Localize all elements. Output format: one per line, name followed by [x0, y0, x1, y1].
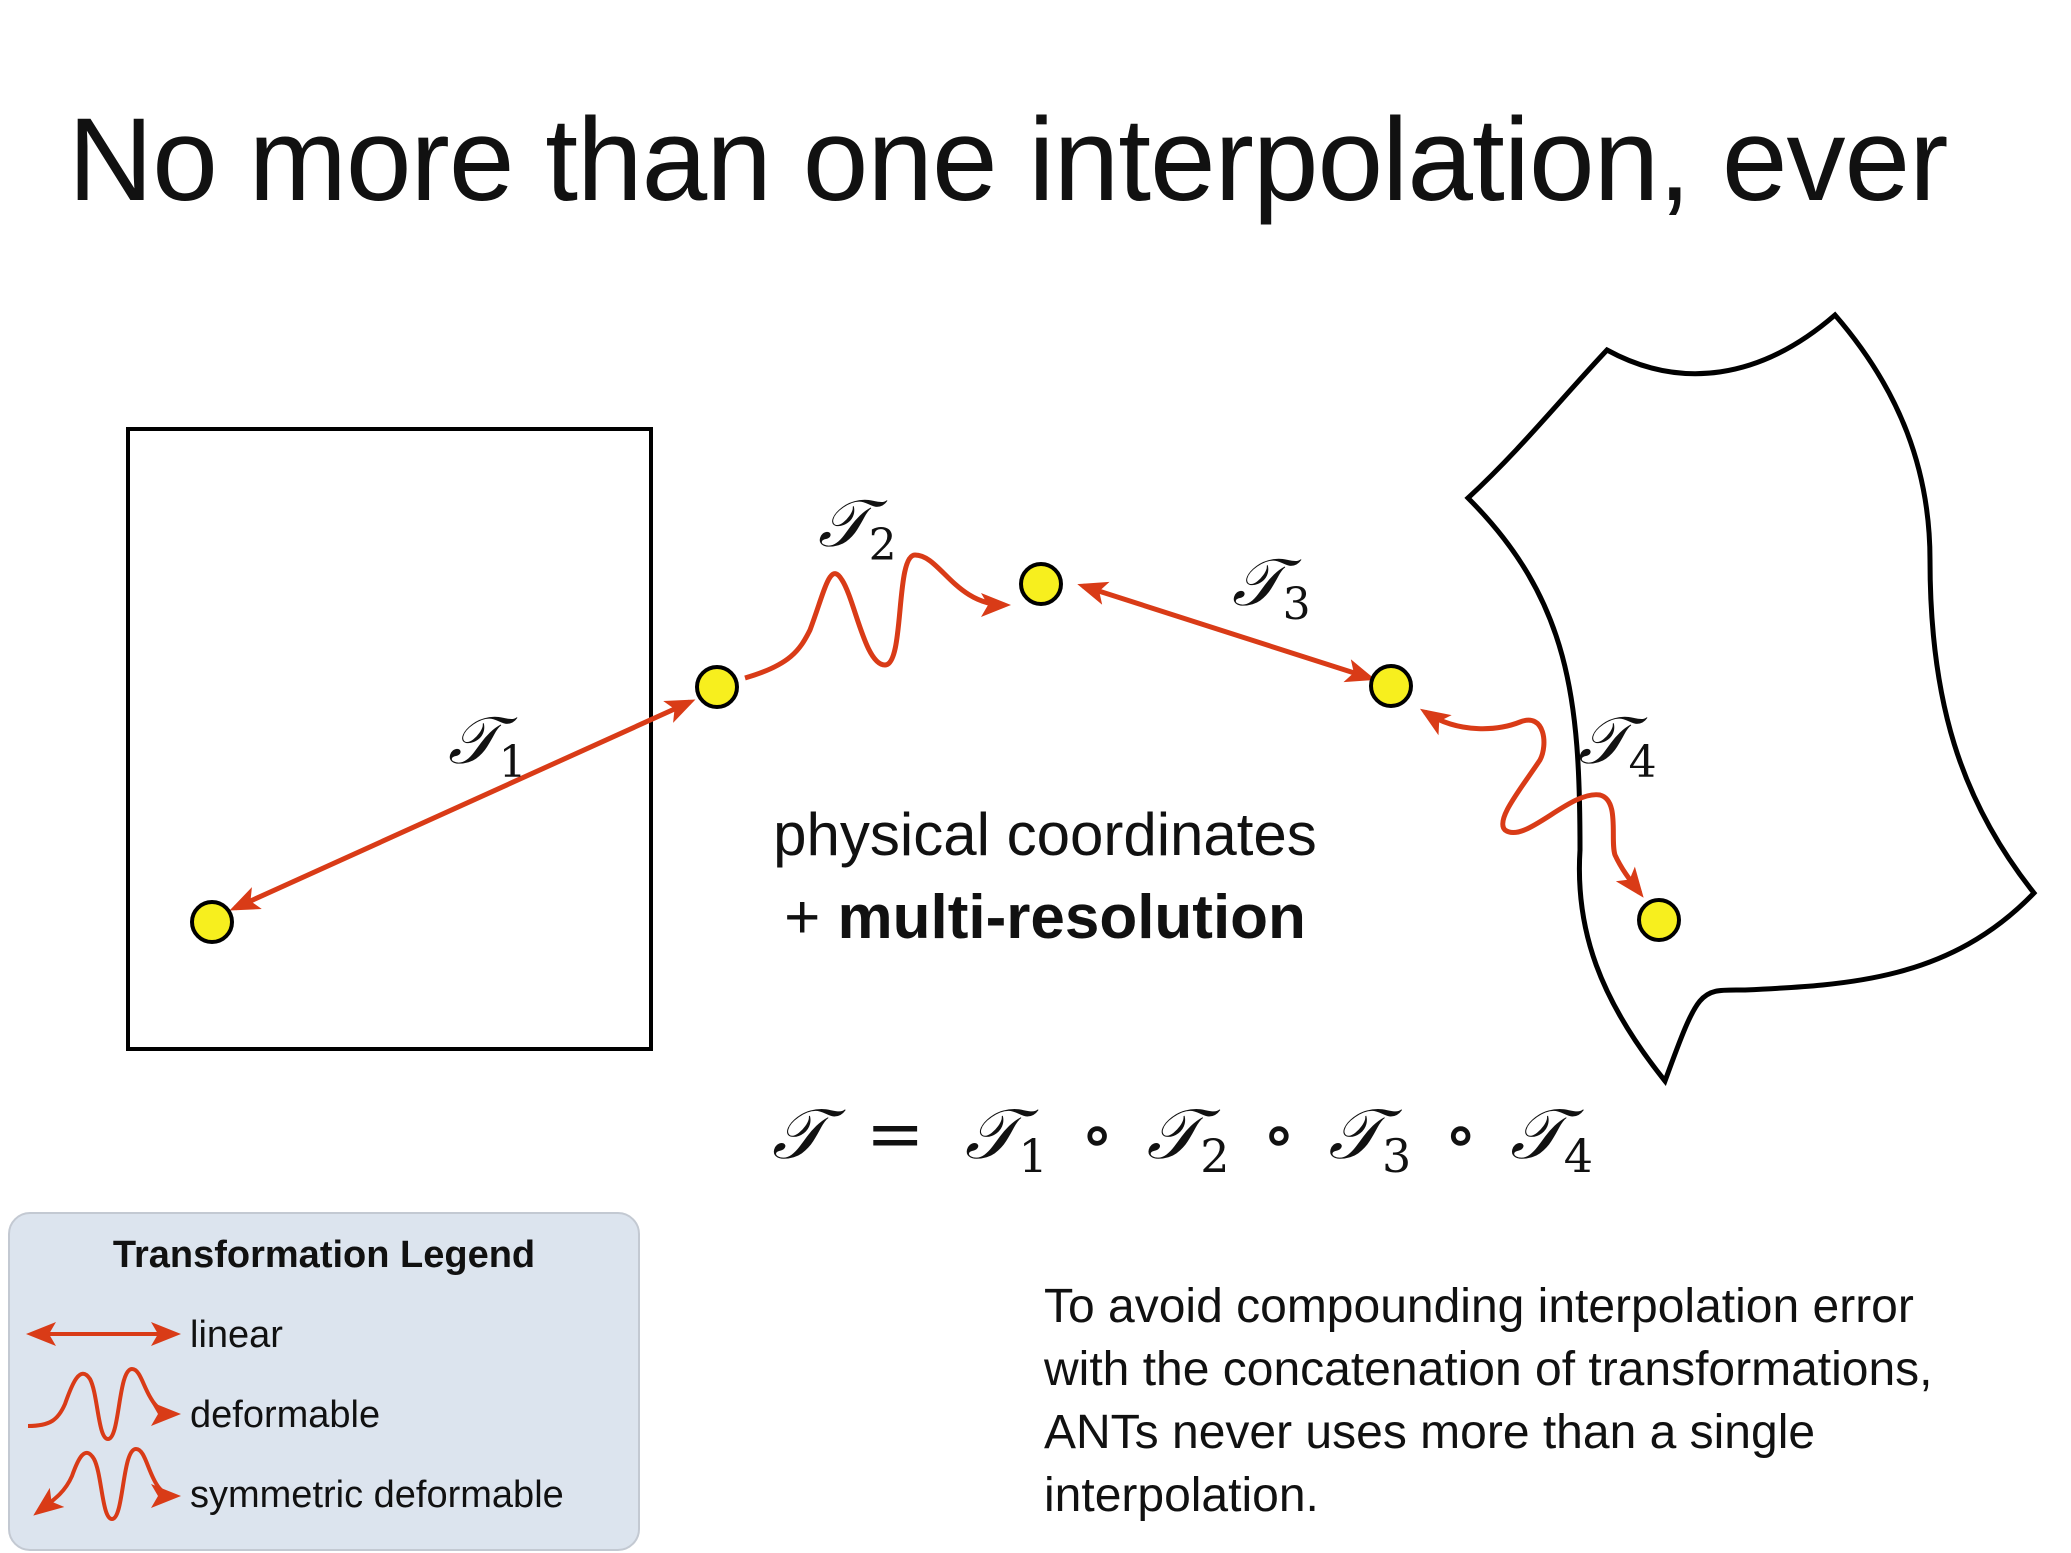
- composition-equation: 𝒯 = 𝒯1 ∘ 𝒯2 ∘ 𝒯3 ∘ 𝒯4: [772, 1093, 1593, 1189]
- legend-item-deformable: deformable: [190, 1394, 381, 1436]
- point-1: [190, 900, 234, 944]
- point-5: [1637, 898, 1681, 942]
- physical-coordinates-label: physical coordinates: [773, 801, 1317, 868]
- note-line-4: interpolation.: [1044, 1469, 1319, 1522]
- legend-item-linear: linear: [190, 1314, 283, 1356]
- slide-title: No more than one interpolation, ever: [68, 94, 1948, 226]
- point-4: [1369, 664, 1413, 708]
- point-2: [695, 665, 739, 709]
- multi-resolution-label: + multi-resolution: [660, 882, 1430, 953]
- note-line-2: with the concatenation of transformation…: [1044, 1343, 1933, 1396]
- legend-symmetric-deformable-icon: [33, 1446, 181, 1522]
- label-t4: 𝒯4: [1578, 702, 1657, 788]
- label-t1: 𝒯1: [448, 702, 527, 788]
- transformation-legend: Transformation Legend linear deformable …: [8, 1212, 640, 1551]
- legend-deformable-icon: [27, 1366, 181, 1442]
- multi-resolution-text: multi-resolution: [837, 883, 1306, 952]
- label-t3: 𝒯3: [1232, 544, 1311, 630]
- moving-image-domain: [1464, 311, 2038, 1087]
- note-line-1: To avoid compounding interpolation error: [1044, 1280, 1914, 1333]
- legend-title: Transformation Legend: [112, 1234, 536, 1276]
- explanation-note: To avoid compounding interpolation error…: [1044, 1275, 2044, 1527]
- legend-symbols: [25, 1322, 181, 1522]
- t3-linear-arrow: [1077, 581, 1376, 683]
- plus-sign: +: [784, 883, 838, 952]
- t1-linear-arrow: [229, 699, 696, 911]
- point-3: [1019, 562, 1063, 606]
- note-line-3: ANTs never uses more than a single: [1044, 1406, 1816, 1459]
- t4-symmetric-deformable-arrow: [1419, 708, 1644, 898]
- legend-item-symmetric-deformable: symmetric deformable: [190, 1474, 564, 1516]
- fixed-image-domain: [126, 427, 653, 1051]
- t2-deformable-arrow: [744, 552, 1011, 681]
- label-t2: 𝒯2: [818, 485, 897, 571]
